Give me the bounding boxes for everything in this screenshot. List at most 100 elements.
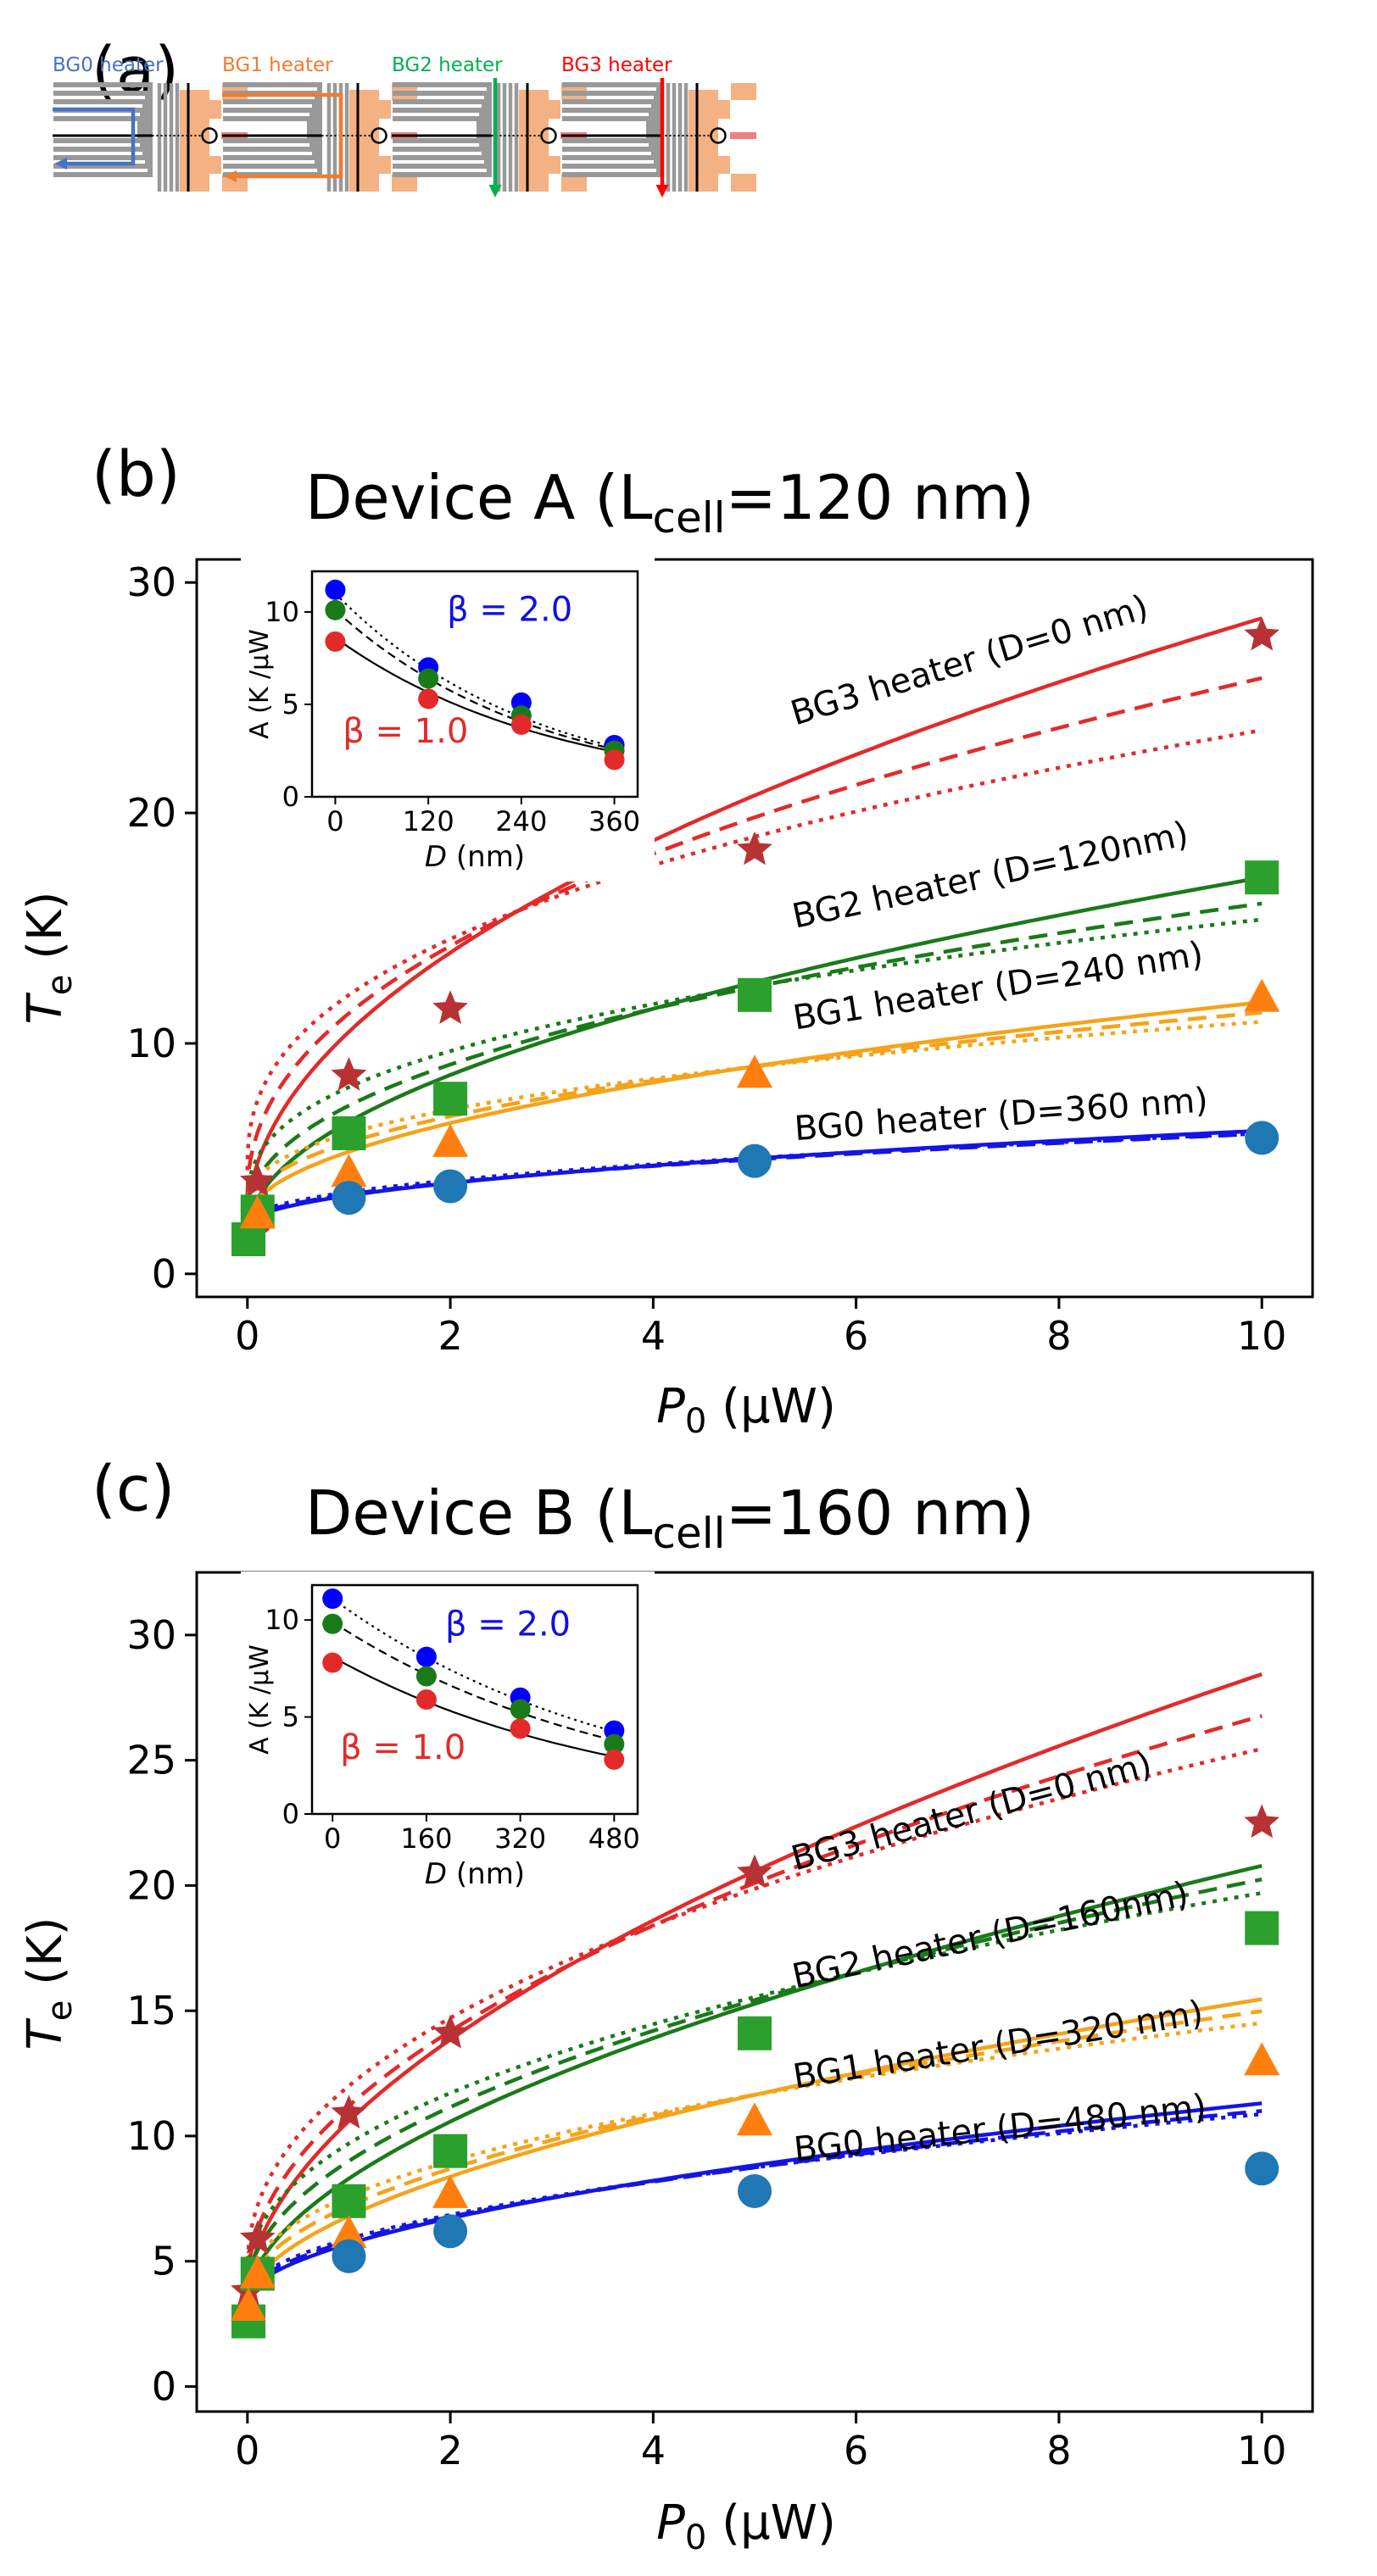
inset-data-point: [415, 1646, 437, 1667]
x-axis-label: P0 (μW): [656, 2495, 836, 2557]
inset-background: [241, 1572, 655, 1899]
y-tick-label: 5: [152, 2239, 176, 2284]
panel-c: (c) Device B (Lcell=160 nm) 0 2 4 6 8 10 0 5 10 1…: [18, 1453, 1314, 2557]
cell-block: [349, 90, 391, 192]
data-point-bg0: [1245, 2151, 1279, 2186]
heater-label: BG3 heater: [561, 54, 672, 76]
fit-line-bg0-solid: [245, 2101, 1263, 2300]
plot-frame: [195, 1571, 1314, 2413]
inset-fit-line: [334, 637, 615, 753]
inset-data-point: [604, 1749, 625, 1770]
inset-y-axis-label: A (K /μW: [245, 629, 275, 739]
inset-data-point: [415, 1689, 437, 1710]
chart-title: Device B (Lcell=160 nm): [305, 1477, 1034, 1558]
data-point-bg1: [737, 2102, 772, 2136]
fit-line-bg3-dashed: [245, 676, 1263, 1199]
fit-line-bg2-dashed: [245, 901, 1263, 1221]
x-tick-label: 8: [1046, 1313, 1071, 1359]
fit-line-bg1-solid: [245, 1997, 1263, 2302]
detector-circle-icon: [371, 127, 387, 144]
x-tick-label: 10: [1237, 1313, 1287, 1359]
fit-line-bg2-dotted: [245, 917, 1263, 1208]
data-point-bg3: [331, 1057, 367, 1091]
inset-data-point: [418, 688, 439, 709]
data-point-bg1: [432, 1123, 469, 1157]
inset-data-point: [325, 579, 346, 600]
inset-x-tick-label: 0: [324, 1822, 341, 1855]
fit-line-bg3-solid: [245, 616, 1263, 1224]
y-tick-label: 30: [126, 559, 176, 605]
gate-line: [562, 108, 654, 152]
data-point-bg3: [239, 1163, 276, 1197]
inset-beta-1-label: β = 1.0: [340, 1728, 466, 1767]
inset-x-unit: (nm): [447, 840, 525, 874]
data-point-bg0: [332, 2239, 366, 2273]
fit-line-bg0-dotted: [245, 2111, 1263, 2297]
detector-circle-icon: [201, 127, 218, 144]
panel-b-label: (b): [92, 438, 181, 511]
inset-x-tick-label: 360: [588, 805, 640, 837]
fit-line-bg0-dashed: [245, 2109, 1263, 2298]
y-tick-label: 15: [126, 1988, 176, 2034]
data-point-bg3: [1244, 616, 1280, 651]
inset-data-point: [510, 714, 532, 735]
fit-line-bg1-dotted: [245, 2021, 1263, 2292]
data-point-bg0: [738, 1143, 772, 1178]
inset-y-tick-label: 0: [282, 781, 299, 813]
x-tick-label: 0: [235, 1313, 259, 1359]
inset-data-point: [604, 749, 625, 771]
fit-line-bg0-dashed: [245, 1132, 1263, 1225]
inset-data-point: [325, 631, 346, 652]
y-axis-label: Te (K): [18, 1917, 80, 2050]
x-tick-label: 2: [438, 1313, 462, 1359]
y-axis-label: Te (K): [18, 891, 80, 1024]
heater-schematic-1: BG1 heater: [222, 54, 417, 192]
x-tick-label: 0: [235, 2428, 259, 2473]
inset-data-point: [322, 1652, 343, 1673]
x-tick-label: 4: [641, 1313, 666, 1359]
data-point-bg0: [433, 1169, 468, 1204]
fit-lines: [245, 1672, 1263, 2302]
data-point-bg0: [1245, 1121, 1279, 1155]
inset-chart: 0 160 320 480 0 5 10 D (nm) A (K /μW β = 2.0 β = 1…: [241, 1572, 655, 1899]
cell-pad: [731, 174, 756, 192]
data-point-bg0: [738, 2173, 772, 2208]
data-point-bg0: [332, 1181, 366, 1216]
cell-pad: [561, 174, 587, 192]
inset-beta-2-label: β = 2.0: [445, 1605, 571, 1644]
data-point-bg2: [1245, 860, 1279, 895]
inset-x-unit: (nm): [447, 1857, 525, 1891]
detector-circle-icon: [540, 127, 557, 144]
series-label: BG2 heater (D=120nm): [789, 815, 1191, 937]
arrow-head-icon: [488, 185, 502, 198]
inset-data-point: [418, 668, 439, 689]
series-label: BG1 heater (D=320 nm): [790, 1994, 1206, 2097]
fit-line-bg3-dashed: [245, 1714, 1263, 2287]
data-point-bg2: [738, 2016, 772, 2050]
series-label: BG3 heater (D=0 nm): [788, 1745, 1157, 1879]
data-point-bg1: [239, 1195, 276, 1229]
fit-line-bg0-dotted: [245, 1131, 1263, 1224]
panel-c-label: (c): [92, 1453, 175, 1526]
x-axis-label: P0 (μW): [656, 1379, 836, 1441]
series-label: BG0 heater (D=480 nm): [792, 2088, 1208, 2170]
cell-pad: [731, 83, 756, 100]
data-point-bg3: [1244, 1804, 1280, 1839]
inset-data-point: [322, 1613, 343, 1634]
x-tick-label: 8: [1046, 2428, 1071, 2473]
inset-fit-line: [332, 1598, 615, 1733]
y-tick-label: 0: [152, 2363, 176, 2409]
cell-block: [180, 90, 221, 192]
inset-x-tick-label: 320: [494, 1822, 546, 1855]
inset-fit-line: [332, 1621, 615, 1742]
x-tick-label: 6: [844, 1313, 868, 1359]
inset-data-point: [510, 1699, 531, 1720]
data-point-bg1: [239, 2255, 276, 2289]
chart-title: Device A (Lcell=120 nm): [305, 462, 1034, 542]
data-point-bg1: [331, 1154, 367, 1188]
gate-line: [223, 108, 315, 152]
fit-line-bg1-dashed: [245, 1010, 1263, 1215]
inset-chart: 0 120 240 360 0 5 10 D (nm) A (K /μW β = 2.0 β = 1…: [241, 558, 655, 882]
